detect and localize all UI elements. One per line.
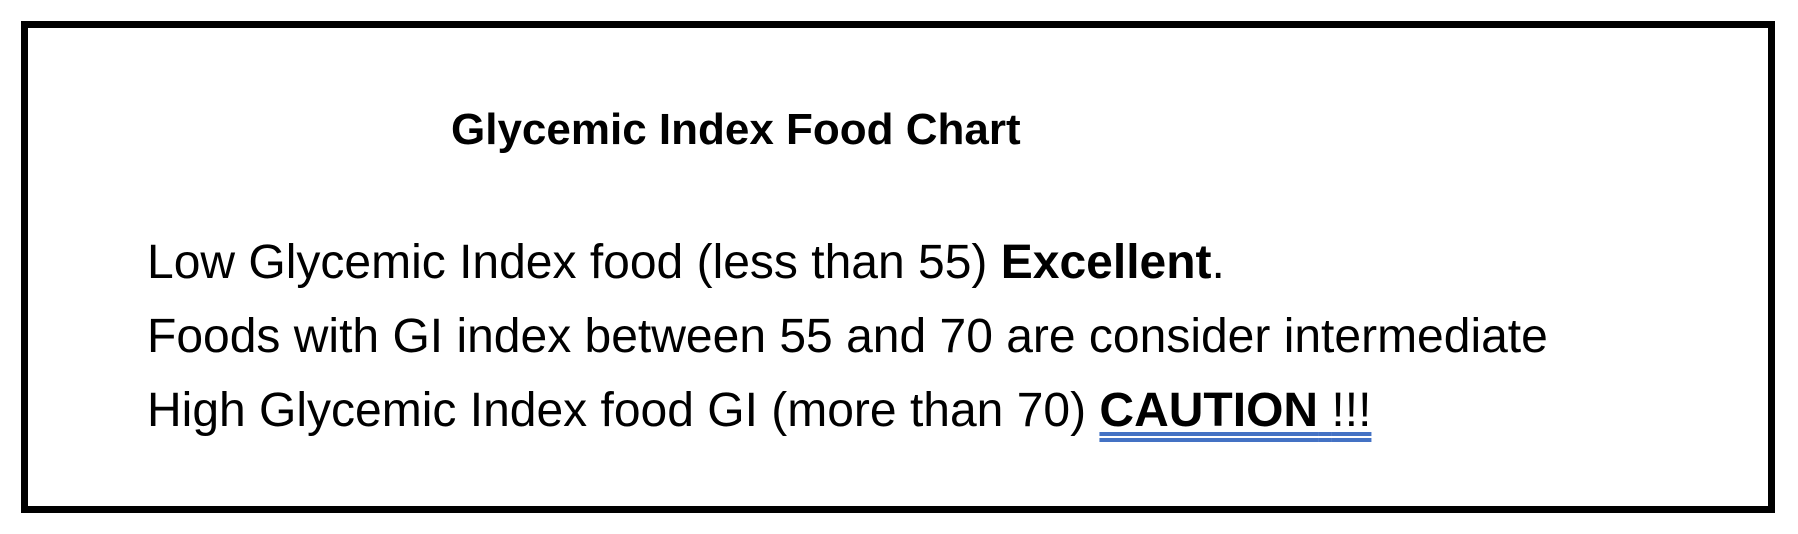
frame: Glycemic Index Food Chart Low Glycemic I… (21, 21, 1775, 513)
line-text: Foods with GI index between 55 and 70 ar… (147, 310, 1548, 363)
emphasis: CAUTION (1099, 384, 1319, 437)
text-line: Foods with GI index between 55 and 70 ar… (147, 300, 1548, 374)
emphasis: Excellent (1000, 236, 1212, 289)
text-line: Low Glycemic Index food (less than 55) E… (147, 226, 1225, 300)
text-line: High Glycemic Index food GI (more than 7… (147, 374, 1371, 448)
line-text: Low Glycemic Index food (less than 55) (147, 236, 988, 289)
title: Glycemic Index Food Chart (451, 105, 1021, 154)
warning: CAUTION !!! (1099, 384, 1371, 437)
line-tail: !!! (1331, 384, 1372, 437)
line-tail: . (1211, 236, 1225, 289)
line-text: High Glycemic Index food GI (more than 7… (147, 384, 1087, 437)
